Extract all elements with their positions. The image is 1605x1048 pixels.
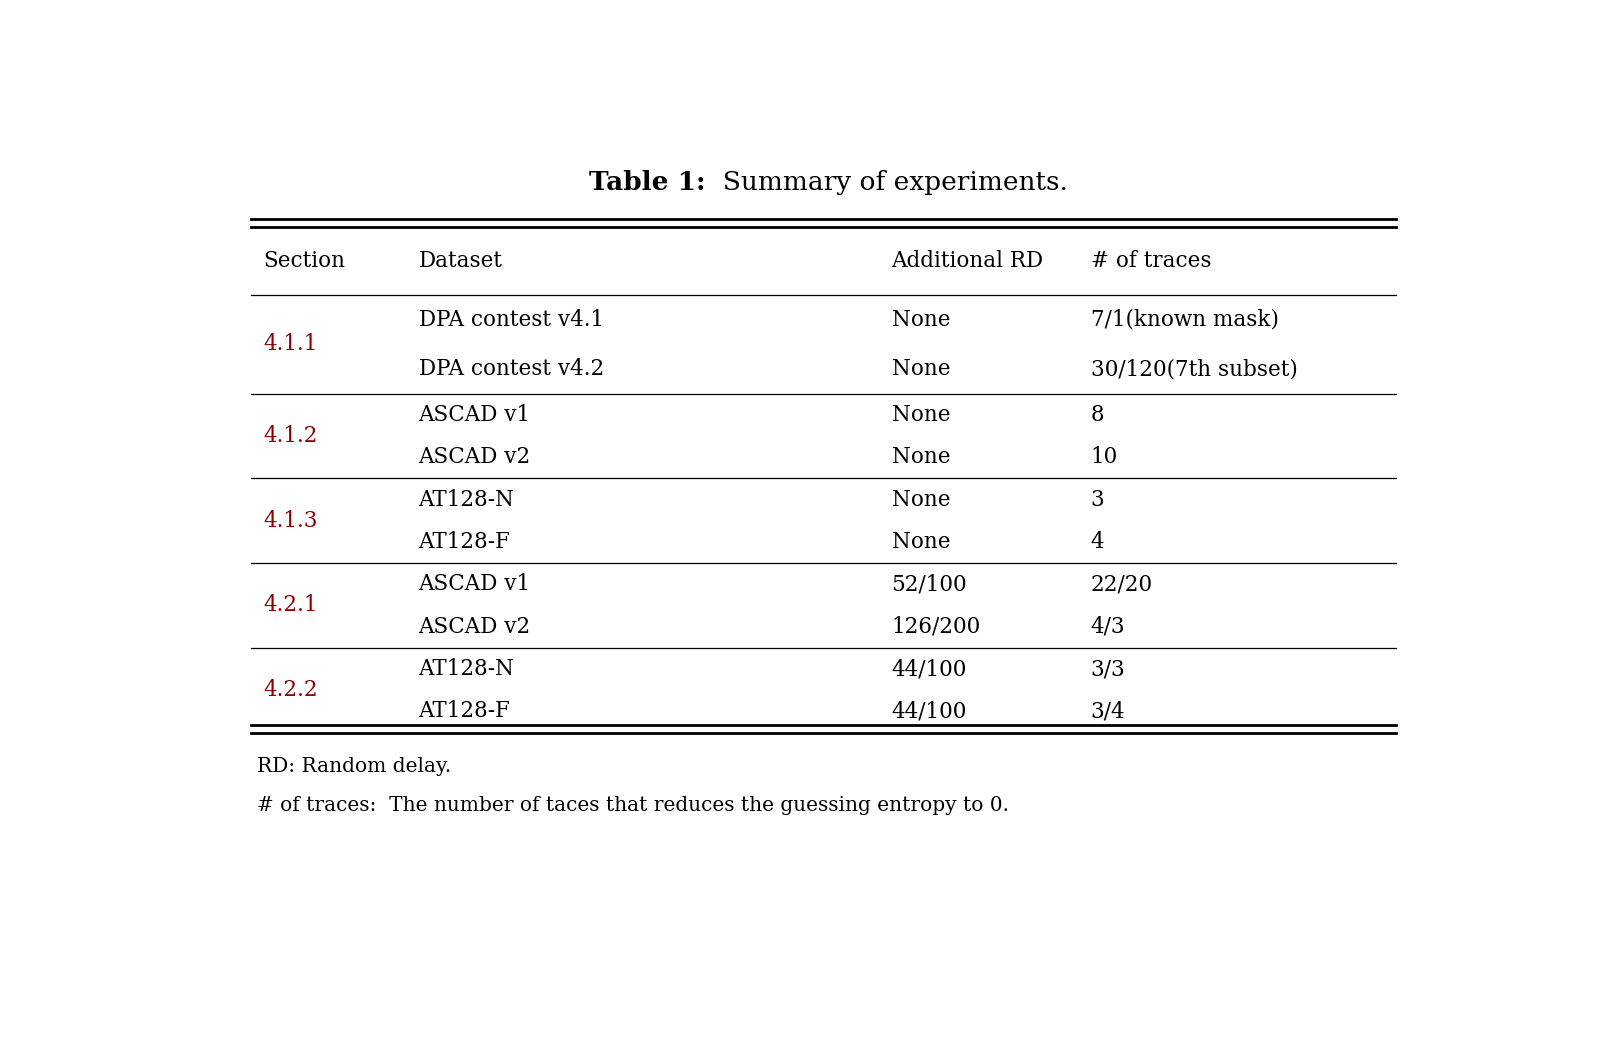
Text: 4.2.2: 4.2.2 xyxy=(263,679,318,701)
Text: 4.1.1: 4.1.1 xyxy=(263,333,318,355)
Text: ASCAD v2: ASCAD v2 xyxy=(419,615,531,637)
Text: 4/3: 4/3 xyxy=(1090,615,1125,637)
Text: 44/100: 44/100 xyxy=(891,658,966,680)
Text: 30/120(7th subset): 30/120(7th subset) xyxy=(1090,358,1297,380)
Text: Dataset: Dataset xyxy=(419,249,502,271)
Text: # of traces: # of traces xyxy=(1090,249,1210,271)
Text: ASCAD v2: ASCAD v2 xyxy=(419,446,531,468)
Text: 3: 3 xyxy=(1090,488,1104,510)
Text: 4.2.1: 4.2.1 xyxy=(263,594,318,616)
Text: None: None xyxy=(891,309,950,331)
Text: None: None xyxy=(891,403,950,425)
Text: 3/3: 3/3 xyxy=(1090,658,1125,680)
Text: RD: Random delay.: RD: Random delay. xyxy=(257,757,451,776)
Text: None: None xyxy=(891,488,950,510)
Text: 4.1.2: 4.1.2 xyxy=(263,425,318,447)
Text: DPA contest v4.1: DPA contest v4.1 xyxy=(419,309,603,331)
Text: 44/100: 44/100 xyxy=(891,700,966,722)
Text: 126/200: 126/200 xyxy=(891,615,981,637)
Text: AT128-N: AT128-N xyxy=(419,488,514,510)
Text: DPA contest v4.2: DPA contest v4.2 xyxy=(419,358,603,380)
Text: ASCAD v1: ASCAD v1 xyxy=(419,403,530,425)
Text: 8: 8 xyxy=(1090,403,1104,425)
Text: Additional RD: Additional RD xyxy=(891,249,1043,271)
Text: # of traces:  The number of taces that reduces the guessing entropy to 0.: # of traces: The number of taces that re… xyxy=(257,795,1008,814)
Text: Summary of experiments.: Summary of experiments. xyxy=(705,170,1067,195)
Text: None: None xyxy=(891,358,950,380)
Text: 52/100: 52/100 xyxy=(891,573,966,595)
Text: 3/4: 3/4 xyxy=(1090,700,1125,722)
Text: 10: 10 xyxy=(1090,446,1117,468)
Text: AT128-F: AT128-F xyxy=(419,700,510,722)
Text: Section: Section xyxy=(263,249,345,271)
Text: Table 1:: Table 1: xyxy=(589,170,705,195)
Text: AT128-F: AT128-F xyxy=(419,531,510,553)
Text: None: None xyxy=(891,531,950,553)
Text: 22/20: 22/20 xyxy=(1090,573,1152,595)
Text: AT128-N: AT128-N xyxy=(419,658,514,680)
Text: 4: 4 xyxy=(1090,531,1104,553)
Text: None: None xyxy=(891,446,950,468)
Text: 4.1.3: 4.1.3 xyxy=(263,509,318,531)
Text: ASCAD v1: ASCAD v1 xyxy=(419,573,530,595)
Text: 7/1(known mask): 7/1(known mask) xyxy=(1090,309,1278,331)
